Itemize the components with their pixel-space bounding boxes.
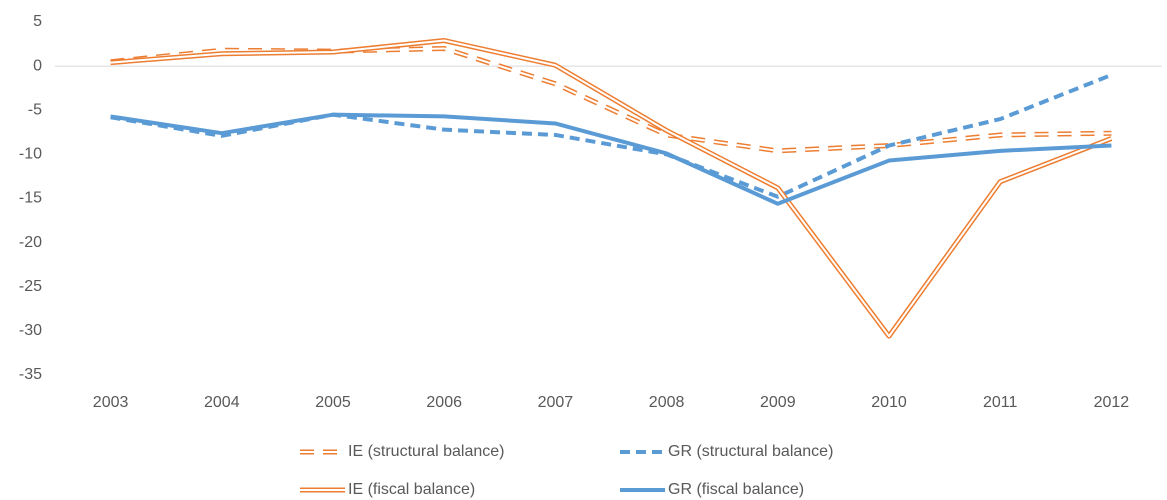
y-tick-label: -5	[28, 101, 42, 118]
series-line	[110, 112, 1112, 206]
x-tick-label: 2012	[1094, 394, 1130, 411]
x-tick-label: 2011	[983, 394, 1018, 411]
legend-label: IE (structural balance)	[348, 443, 505, 460]
x-tick-label: 2006	[426, 394, 462, 411]
y-tick-label: -20	[19, 234, 42, 251]
x-tick-label: 2010	[871, 394, 907, 411]
x-tick-label: 2007	[538, 394, 574, 411]
x-tick-label: 2005	[315, 394, 351, 411]
x-tick-label: 2003	[93, 394, 129, 411]
x-tick-label: 2009	[760, 394, 796, 411]
legend-label: GR (structural balance)	[668, 443, 833, 460]
x-tick-label: 2004	[204, 394, 240, 411]
series-line-inner	[110, 39, 1112, 338]
legend-label: IE (fiscal balance)	[348, 481, 475, 498]
y-tick-label: -30	[19, 322, 42, 339]
x-tick-label: 2008	[649, 394, 685, 411]
y-tick-label: -25	[19, 278, 42, 295]
legend-label: GR (fiscal balance)	[668, 481, 804, 498]
series-line	[110, 38, 1113, 339]
y-tick-label: 5	[33, 13, 42, 30]
y-tick-label: -15	[19, 190, 42, 207]
y-tick-label: -35	[19, 366, 42, 383]
series-line	[110, 73, 1113, 199]
y-tick-label: -10	[19, 146, 42, 163]
y-tick-label: 0	[33, 57, 42, 74]
